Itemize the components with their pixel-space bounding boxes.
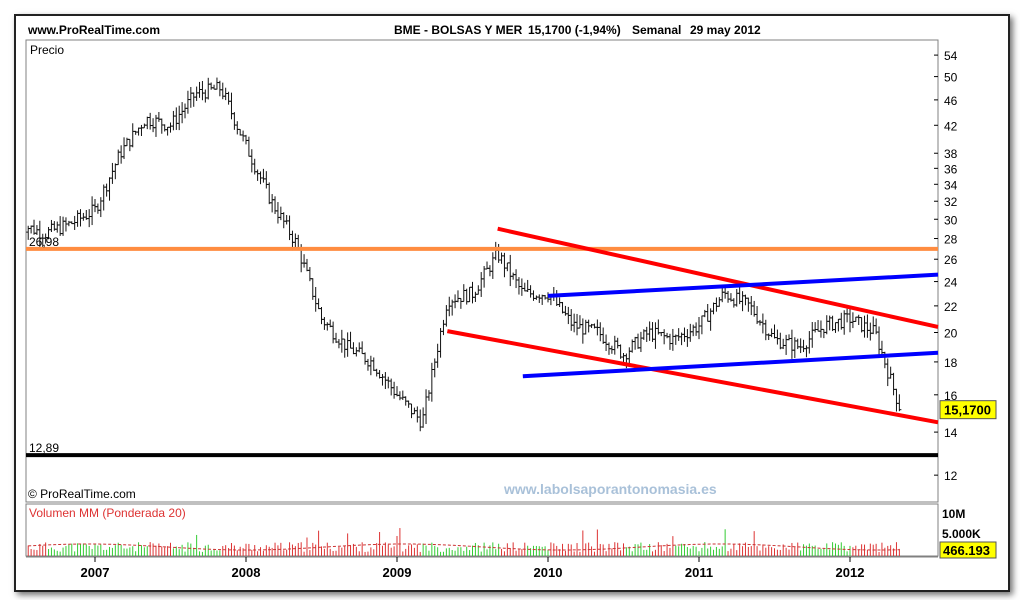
price-tick-label: 24 [944,276,958,290]
last-volume-label: 466.193 [943,543,990,558]
last-price-badge [939,400,997,420]
x-tick-label: 2012 [836,565,865,580]
price-tick-label: 32 [944,195,958,209]
chart-window: www.ProRealTime.com BME - BOLSAS Y MER 1… [14,14,1010,592]
watermark-link[interactable]: www.labolsaporantonomasia.es [503,481,717,497]
x-tick-label: 2011 [685,565,713,580]
trend-line [497,226,939,329]
site-label[interactable]: www.ProRealTime.com [27,23,160,37]
volume-panel-title: Volumen MM (Ponderada 20) [29,506,186,520]
price-tick-label: 38 [944,147,958,161]
price-tick-label: 14 [944,426,958,440]
chart-svg: www.ProRealTime.com BME - BOLSAS Y MER 1… [25,23,997,580]
price-tick-label: 42 [944,119,958,133]
price-panel-title: Precio [30,43,64,57]
price-tick-label: 26 [944,253,958,267]
trend-line [446,329,939,425]
reference-label: 26,98 [29,235,59,249]
reference-label: 12,89 [29,441,59,455]
price-tick-label: 28 [944,233,958,247]
x-tick-label: 2010 [534,565,563,580]
price-tick-label: 20 [944,326,958,340]
price-tick-label: 16 [944,389,958,403]
price-tick-label: 46 [944,94,958,108]
instrument-name: BME - BOLSAS Y MER [394,23,523,37]
volume-tick-label: 5.000K [942,527,981,541]
price-tick-label: 30 [944,213,958,227]
price-bar [897,394,902,412]
price-change: 15,1700 (-1,94%) [528,23,621,37]
last-volume-badge [939,541,997,559]
volume-average-line [28,543,900,551]
date-label: 29 may 2012 [690,23,761,37]
last-price-label: 15,1700 [944,403,991,418]
period-label: Semanal [632,23,681,37]
price-tick-label: 50 [944,71,958,85]
trend-line [522,350,939,379]
price-tick-label: 34 [944,178,958,192]
volume-tick-label: 10M [942,507,965,521]
x-tick-label: 2008 [232,565,261,580]
price-panel [25,39,939,503]
price-tick-label: 18 [944,356,958,370]
price-tick-label: 36 [944,162,958,176]
price-tick-label: 54 [944,49,958,63]
trend-line [547,272,939,298]
volume-panel [25,503,939,557]
price-tick-label: 22 [944,300,958,314]
x-tick-label: 2007 [81,565,110,580]
x-tick-label: 2009 [383,565,412,580]
price-tick-label: 12 [944,469,958,483]
copyright-label: © ProRealTime.com [28,487,136,501]
